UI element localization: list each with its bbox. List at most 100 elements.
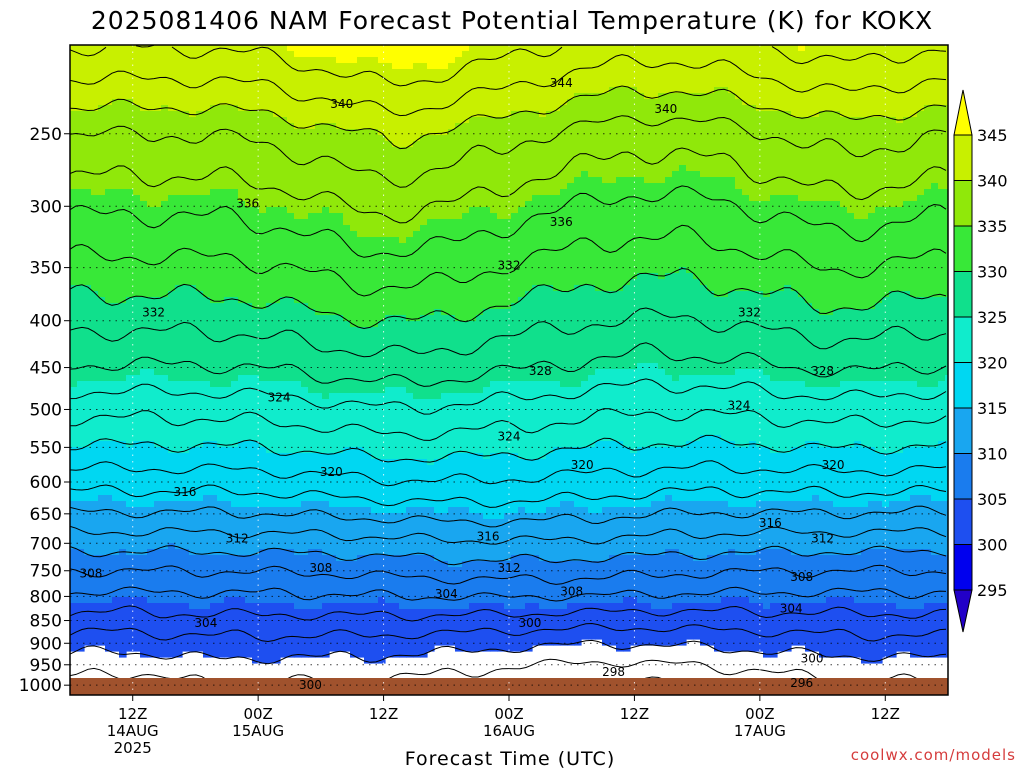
field-cell — [448, 219, 456, 316]
field-cell — [182, 453, 190, 502]
isentrope-314 — [70, 505, 947, 528]
field-cell — [371, 57, 379, 130]
field-cell — [301, 453, 309, 502]
field-cell — [651, 501, 659, 556]
field-cell — [140, 201, 148, 298]
field-cell — [560, 45, 568, 106]
field-cell — [777, 45, 785, 112]
field-cell — [378, 321, 386, 394]
field-cell — [819, 315, 827, 388]
field-cell — [273, 207, 281, 304]
field-cell — [343, 393, 351, 448]
field-cell — [609, 183, 617, 292]
field-cell — [448, 453, 456, 508]
field-cell — [623, 507, 631, 556]
field-cell — [763, 501, 771, 550]
field-cell — [595, 369, 603, 442]
field-cell — [168, 603, 176, 658]
field-cell — [154, 603, 162, 658]
field-cell — [805, 501, 813, 556]
field-cell — [616, 441, 624, 508]
field-cell — [161, 501, 169, 550]
field-cell — [385, 237, 393, 316]
field-cell — [133, 555, 141, 598]
field-cell — [728, 441, 736, 508]
field-cell — [896, 45, 904, 124]
field-cell — [840, 597, 848, 658]
temperature-field — [70, 45, 948, 664]
field-cell — [245, 441, 253, 508]
field-cell — [371, 603, 379, 664]
field-cell — [504, 453, 512, 514]
field-cell — [679, 501, 687, 556]
field-cell — [623, 45, 631, 88]
field-cell — [280, 453, 288, 508]
field-cell — [693, 561, 701, 604]
field-cell — [420, 399, 428, 460]
field-cell — [315, 45, 323, 58]
field-cell — [924, 189, 932, 298]
field-cell — [735, 597, 743, 652]
field-cell — [798, 117, 806, 202]
field-cell — [917, 387, 925, 448]
field-cell — [938, 105, 946, 190]
field-cell — [98, 555, 106, 604]
field-cell — [329, 453, 337, 508]
colorbar-label: 340 — [977, 172, 1008, 191]
field-cell — [364, 327, 372, 394]
field-cell — [441, 561, 449, 610]
field-cell — [476, 393, 484, 454]
field-cell — [707, 603, 715, 646]
field-cell — [630, 177, 638, 280]
field-cell — [868, 447, 876, 502]
field-cell — [455, 393, 463, 454]
field-cell — [448, 567, 456, 610]
field-cell — [273, 117, 281, 208]
field-cell — [168, 195, 176, 292]
contour-label: 336 — [236, 197, 259, 211]
field-cell — [875, 603, 883, 664]
colorbar-segment — [953, 498, 973, 545]
field-cell — [476, 45, 484, 118]
field-cell — [777, 453, 785, 502]
field-cell — [196, 609, 204, 652]
field-cell — [728, 45, 736, 94]
field-cell — [84, 555, 92, 604]
field-cell — [742, 447, 750, 508]
field-cell — [735, 507, 743, 556]
field-cell — [294, 129, 302, 220]
field-cell — [875, 501, 883, 550]
field-cell — [903, 291, 911, 382]
field-cell — [406, 321, 414, 394]
field-cell — [469, 117, 477, 208]
field-cell — [238, 555, 246, 598]
contour-label: 336 — [550, 215, 573, 229]
field-cell — [511, 381, 519, 454]
field-cell — [861, 507, 869, 550]
ground-terrain — [70, 678, 948, 695]
field-cell — [98, 297, 106, 382]
field-cell — [434, 135, 442, 220]
isentrope-322 — [70, 408, 947, 441]
field-cell — [679, 375, 687, 448]
field-cell — [245, 603, 253, 658]
field-cell — [742, 507, 750, 556]
field-cell — [329, 213, 337, 316]
field-cell — [280, 381, 288, 454]
field-cell — [98, 45, 106, 106]
field-cell — [77, 447, 85, 502]
field-cell — [546, 285, 554, 382]
colorbar-bottom-arrow — [953, 589, 973, 633]
field-cell — [245, 555, 253, 604]
field-cell — [399, 555, 407, 610]
field-cell — [686, 441, 694, 502]
field-cell — [399, 609, 407, 658]
field-cell — [700, 375, 708, 436]
field-cell — [889, 45, 897, 118]
field-cell — [945, 501, 948, 556]
x-tick-label: 14AUG — [107, 722, 159, 740]
field-cell — [672, 549, 680, 604]
field-cell — [413, 45, 421, 64]
x-tick-label: 00Z — [243, 705, 272, 723]
field-cell — [497, 309, 505, 382]
